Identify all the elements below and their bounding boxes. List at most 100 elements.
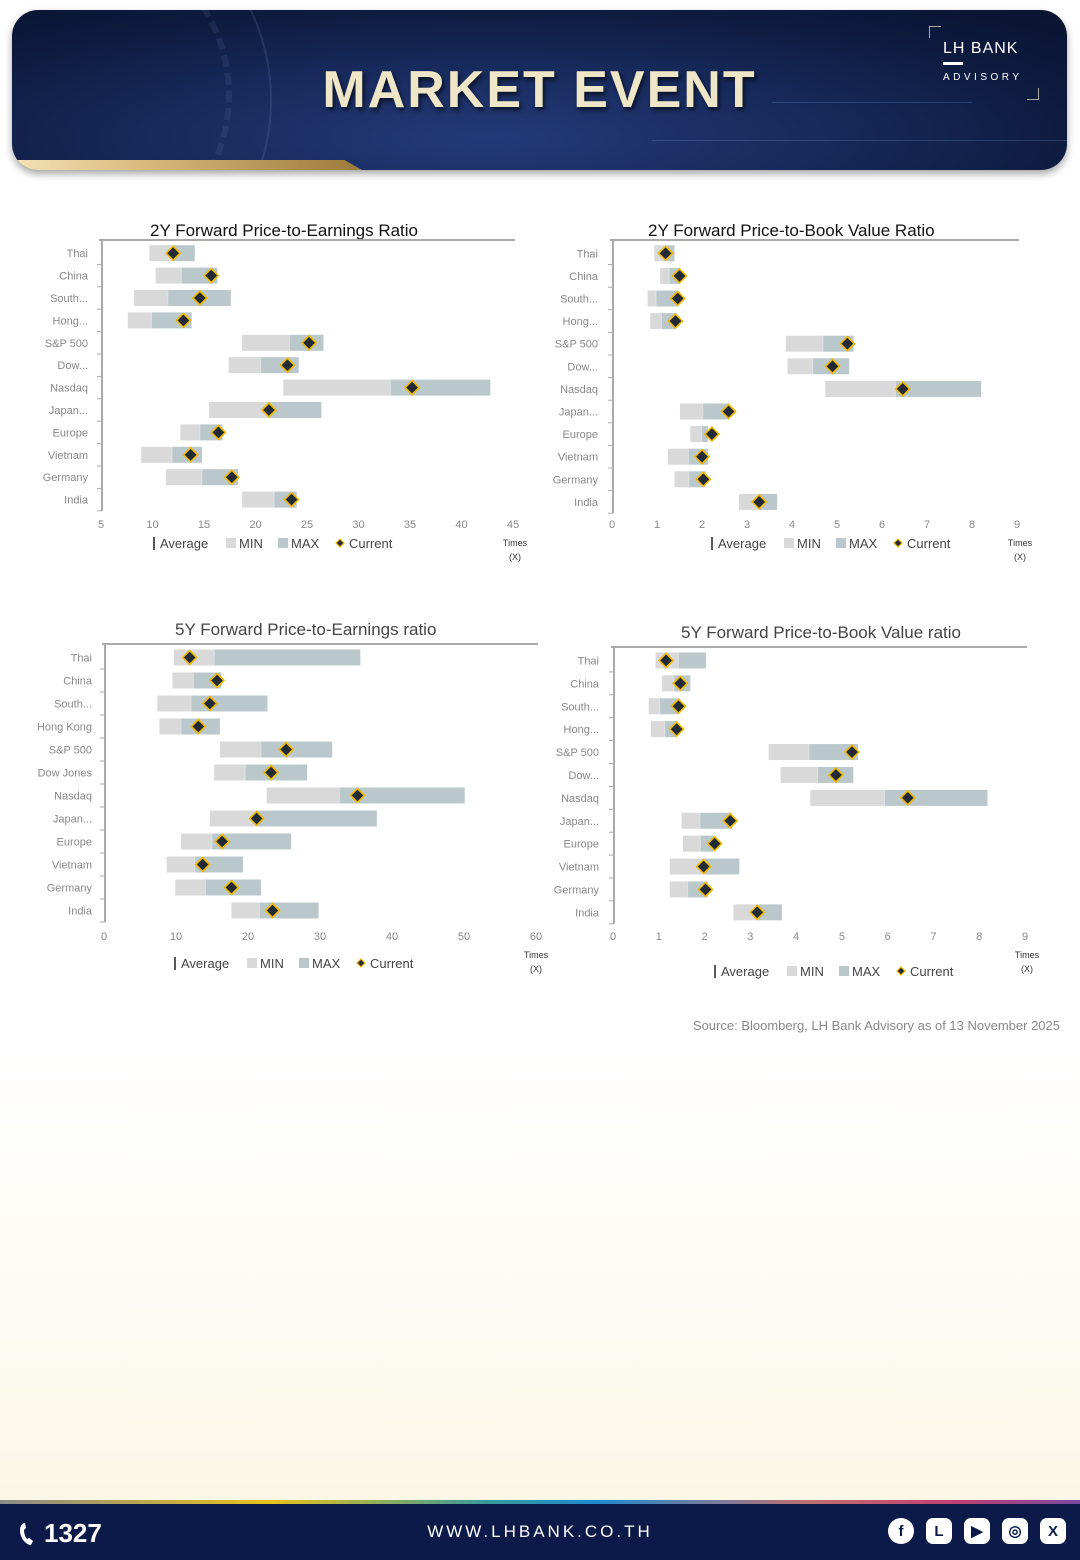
x-axis-unit: Times <box>524 950 549 960</box>
bar-max-segment <box>678 652 706 669</box>
legend-max-swatch <box>839 966 849 976</box>
bar-min-segment <box>690 426 702 443</box>
current-marker <box>824 358 841 375</box>
x-tick-label: 0 <box>609 519 615 531</box>
bar-max-segment <box>704 858 740 875</box>
current-marker <box>164 245 182 262</box>
legend-min-swatch <box>247 958 257 968</box>
x-axis-unit: Times <box>503 538 528 548</box>
category-label: South... <box>50 293 88 305</box>
legend-max-label: MAX <box>312 956 341 971</box>
bar-min-segment <box>141 446 173 463</box>
line-icon[interactable]: L <box>926 1518 952 1544</box>
footer: 1327 WWW.LHBANK.CO.TH f L ▶ ◎ X <box>0 1500 1080 1560</box>
bar-min-segment <box>127 312 152 329</box>
current-marker <box>695 858 712 875</box>
background-decoration <box>0 1050 1080 1500</box>
bar-min-segment <box>679 403 703 420</box>
legend-average-label: Average <box>181 956 229 971</box>
gold-accent-strip <box>12 160 362 170</box>
logo-sub: ADVISORY <box>943 72 1023 83</box>
bar-max-segment <box>759 493 778 510</box>
category-label: China <box>570 678 600 690</box>
current-marker <box>899 789 916 806</box>
x-tick-label: 1 <box>656 931 662 943</box>
category-label: S&P 500 <box>45 338 88 350</box>
category-label: India <box>64 495 89 507</box>
category-label: Europe <box>563 429 598 441</box>
current-marker <box>264 902 281 919</box>
category-label: Germany <box>553 474 599 486</box>
instagram-icon[interactable]: ◎ <box>1002 1518 1028 1544</box>
current-marker <box>703 425 721 443</box>
x-axis-unit: (X) <box>530 964 542 974</box>
x-tick-label: 4 <box>789 519 795 531</box>
current-marker <box>191 289 209 307</box>
current-marker <box>300 334 318 351</box>
legend-current-swatch <box>335 538 345 548</box>
bar-min-segment <box>181 833 212 850</box>
phone-number: 1327 <box>44 1518 102 1548</box>
legend-min-swatch <box>226 538 236 548</box>
category-label: Nasdaq <box>561 793 599 805</box>
current-marker <box>668 721 685 738</box>
bar-min-segment <box>242 491 275 508</box>
legend-min-swatch <box>787 966 797 976</box>
category-label: India <box>68 906 93 918</box>
category-label: Europe <box>53 427 88 439</box>
decorative-line <box>652 140 1067 141</box>
x-tick-label: 20 <box>249 519 261 531</box>
current-marker <box>693 448 711 465</box>
legend-max-label: MAX <box>849 536 878 551</box>
category-label: Japan... <box>53 814 92 826</box>
facebook-icon[interactable]: f <box>888 1518 914 1544</box>
current-marker <box>720 403 737 420</box>
category-label: Nasdaq <box>54 791 92 803</box>
category-label: S&P 500 <box>555 339 598 351</box>
category-label: South... <box>561 701 599 713</box>
category-label: Europe <box>564 839 599 851</box>
legend-average-label: Average <box>721 964 769 979</box>
bar-min-segment <box>810 789 885 806</box>
legend-current-label: Current <box>910 964 954 979</box>
legend-min-swatch <box>784 538 794 548</box>
youtube-icon[interactable]: ▶ <box>964 1518 990 1544</box>
phone-contact[interactable]: 1327 <box>18 1518 102 1549</box>
current-marker <box>201 695 218 712</box>
bar-min-segment <box>683 835 701 852</box>
category-label: China <box>569 271 599 283</box>
category-label: Thai <box>577 248 598 260</box>
x-tick-label: 3 <box>744 519 750 531</box>
legend-current-swatch <box>896 966 906 976</box>
current-marker <box>223 469 240 486</box>
category-label: India <box>574 497 599 509</box>
chart-title: 5Y Forward Price-to-Earnings ratio <box>175 620 437 639</box>
chart-title: 2Y Forward Price-to-Earnings Ratio <box>150 221 419 240</box>
social-links: f L ▶ ◎ X <box>888 1518 1066 1544</box>
rainbow-strip <box>0 1500 1080 1504</box>
current-marker <box>190 718 207 735</box>
bar-min-segment <box>180 424 200 441</box>
x-tick-label: 5 <box>839 931 845 943</box>
current-marker <box>839 335 856 352</box>
legend-current-swatch <box>893 538 903 548</box>
bar-max-segment <box>702 403 730 420</box>
website-link[interactable]: WWW.LHBANK.CO.TH <box>427 1522 653 1541</box>
bar-min-segment <box>214 764 246 781</box>
bar-min-segment <box>667 448 689 465</box>
category-label: Vietnam <box>558 452 598 464</box>
x-icon[interactable]: X <box>1040 1518 1066 1544</box>
bar-min-segment <box>231 902 260 919</box>
x-tick-label: 0 <box>610 931 616 943</box>
x-tick-label: 20 <box>242 931 254 943</box>
x-tick-label: 25 <box>301 519 313 531</box>
legend-max-label: MAX <box>291 536 320 551</box>
x-tick-label: 7 <box>924 519 930 531</box>
category-label: Thai <box>578 655 599 667</box>
category-label: Dow Jones <box>38 768 93 780</box>
current-marker <box>349 787 366 804</box>
current-marker <box>194 856 211 873</box>
bar-min-segment <box>175 879 206 896</box>
bar-min-segment <box>172 672 194 689</box>
bar-min-segment <box>159 718 182 735</box>
